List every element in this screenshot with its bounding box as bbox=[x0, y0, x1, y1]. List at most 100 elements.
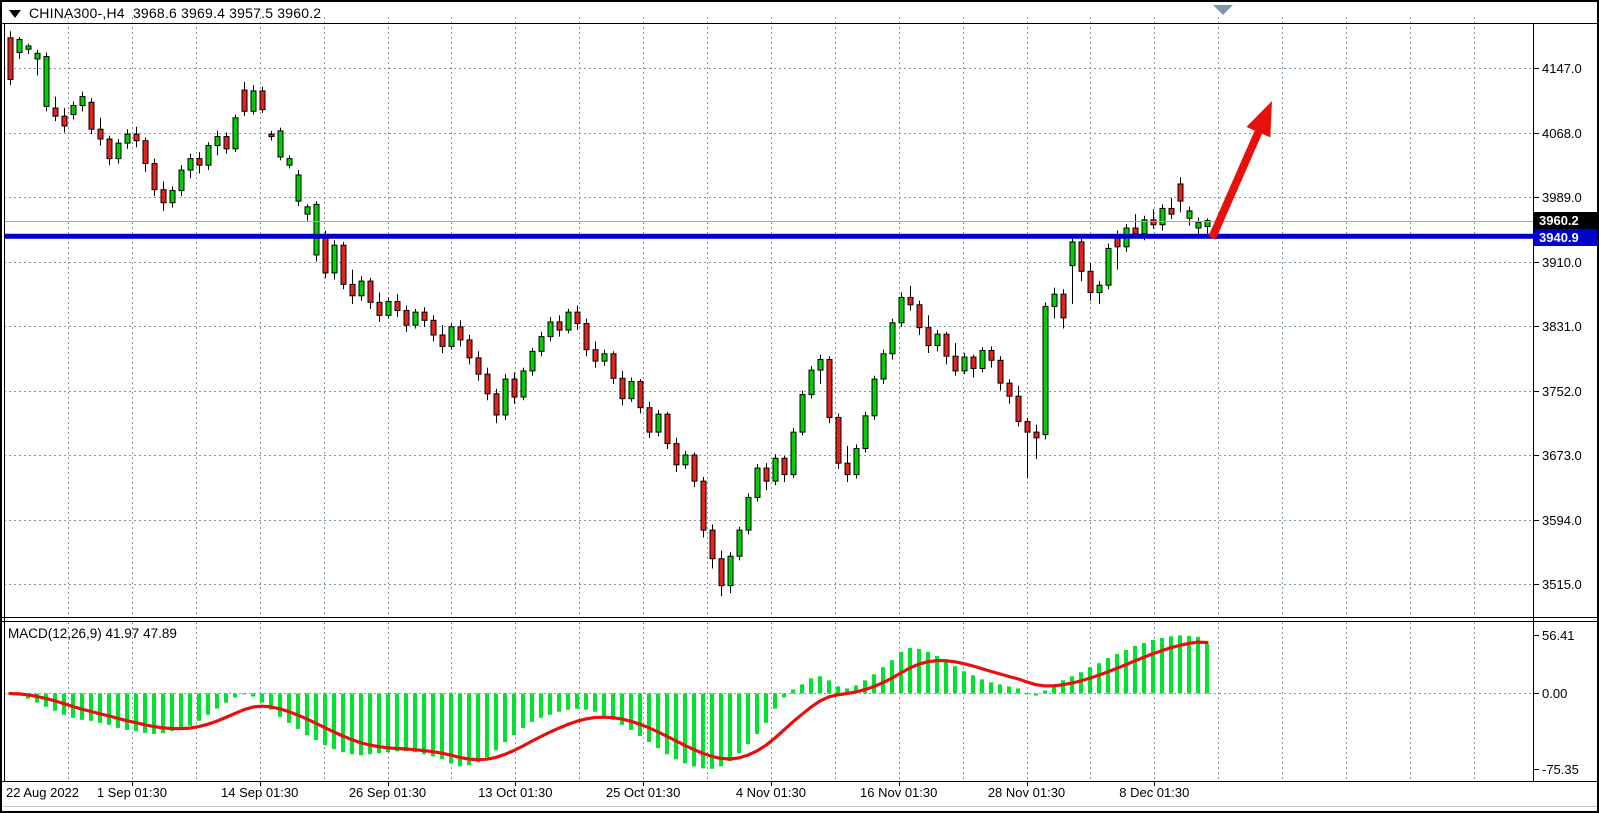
candle-bull bbox=[1105, 247, 1112, 286]
candle-bear bbox=[1006, 382, 1013, 397]
candle-bull bbox=[358, 280, 365, 297]
candle-bull bbox=[628, 381, 635, 400]
candle-bull bbox=[412, 311, 419, 326]
trend-arrow-shaft[interactable] bbox=[1208, 125, 1265, 240]
candle-bear bbox=[1087, 270, 1094, 294]
chart-shift-marker[interactable] bbox=[1213, 5, 1233, 15]
macd-bar bbox=[719, 693, 723, 767]
macd-bar bbox=[917, 648, 921, 694]
macd-bar bbox=[116, 693, 120, 728]
candle-bear bbox=[142, 140, 149, 165]
candle-bull bbox=[70, 105, 77, 116]
candle-bull bbox=[43, 56, 50, 107]
candle-bear bbox=[1078, 241, 1085, 272]
macd-bar bbox=[107, 693, 111, 725]
macd-bar bbox=[467, 693, 471, 766]
time-axis-label: 14 Sep 01:30 bbox=[221, 785, 298, 800]
candle-bear bbox=[691, 454, 698, 482]
candle-bull bbox=[538, 336, 545, 352]
price-axis-label: 4147.0 bbox=[1542, 61, 1582, 76]
macd-bar bbox=[962, 671, 966, 694]
macd-bar bbox=[1187, 635, 1191, 694]
macd-bar bbox=[557, 693, 561, 712]
macd-bar bbox=[881, 667, 885, 694]
time-axis-label: 26 Sep 01:30 bbox=[349, 785, 426, 800]
macd-indicator-label: MACD(12,26,9) 41.97 47.89 bbox=[8, 626, 177, 641]
macd-bar bbox=[1007, 686, 1011, 694]
macd-bar bbox=[1169, 636, 1173, 694]
macd-axis-label: 56.41 bbox=[1542, 628, 1575, 643]
macd-bar bbox=[872, 674, 876, 694]
candle-bear bbox=[637, 381, 644, 409]
candle-bear bbox=[592, 349, 599, 362]
chart-plot-area[interactable] bbox=[4, 17, 1533, 616]
macd-bar bbox=[386, 693, 390, 753]
macd-bar bbox=[647, 693, 651, 743]
macd-bar bbox=[863, 680, 867, 694]
candle-bull bbox=[16, 38, 23, 53]
support-level-line[interactable] bbox=[4, 233, 1533, 239]
macd-bar bbox=[125, 693, 129, 730]
candle-bear bbox=[97, 128, 104, 140]
macd-bar bbox=[413, 693, 417, 753]
time-axis[interactable] bbox=[0, 781, 1599, 805]
symbol-dropdown-icon[interactable] bbox=[9, 10, 21, 18]
current-price-tag: 3960.2 bbox=[1534, 212, 1598, 229]
candle-bull bbox=[295, 174, 302, 202]
macd-bar bbox=[422, 693, 426, 755]
macd-bar bbox=[764, 693, 768, 723]
macd-bar bbox=[485, 693, 489, 758]
macd-bar bbox=[494, 693, 498, 751]
macd-bar bbox=[35, 693, 39, 703]
candle-bear bbox=[907, 296, 914, 306]
candle-bear bbox=[367, 280, 374, 303]
macd-bar bbox=[908, 647, 912, 694]
candle-bear bbox=[826, 358, 833, 418]
candle-bear bbox=[394, 301, 401, 311]
macd-bar bbox=[458, 693, 462, 767]
macd-bar bbox=[1070, 676, 1074, 694]
time-axis-label: 13 Oct 01:30 bbox=[478, 785, 552, 800]
macd-bar bbox=[548, 693, 552, 715]
macd-bar bbox=[215, 693, 219, 709]
candle-bull bbox=[385, 301, 392, 316]
level-price-tag: 3940.9 bbox=[1534, 229, 1598, 246]
macd-bar bbox=[629, 693, 633, 730]
candle-bear bbox=[1150, 219, 1157, 226]
candle-bear bbox=[1033, 431, 1040, 439]
macd-bar bbox=[602, 693, 606, 716]
macd-bar bbox=[287, 693, 291, 723]
candle-bull bbox=[790, 431, 797, 476]
time-axis-label: 28 Nov 01:30 bbox=[988, 785, 1065, 800]
candle-bear bbox=[223, 136, 230, 150]
macd-bar bbox=[1160, 637, 1164, 694]
price-axis-label: 3910.0 bbox=[1542, 255, 1582, 270]
candle-bear bbox=[61, 115, 68, 127]
macd-bar bbox=[818, 676, 822, 694]
macd-axis-label: 0.00 bbox=[1542, 686, 1567, 701]
macd-bar bbox=[1016, 688, 1020, 694]
candle-bear bbox=[268, 133, 275, 138]
candle-bull bbox=[529, 350, 536, 372]
candle-bull bbox=[25, 45, 32, 50]
candle-bear bbox=[439, 334, 446, 347]
candle-bull bbox=[898, 296, 905, 324]
candle-bull bbox=[1141, 219, 1148, 235]
macd-plot-area[interactable] bbox=[4, 622, 1533, 781]
macd-bar bbox=[377, 693, 381, 754]
macd-bar bbox=[566, 693, 570, 710]
macd-layer bbox=[8, 635, 1209, 769]
macd-bar bbox=[476, 693, 480, 763]
macd-bar bbox=[296, 693, 300, 729]
candle-bull bbox=[187, 158, 194, 171]
macd-bar bbox=[233, 693, 237, 698]
macd-bar bbox=[755, 693, 759, 734]
candle-bear bbox=[349, 283, 356, 297]
macd-bar bbox=[665, 693, 669, 755]
candle-bear bbox=[664, 413, 671, 445]
macd-bar bbox=[1025, 693, 1029, 695]
price-axis[interactable] bbox=[1533, 17, 1599, 781]
trend-arrow-head[interactable] bbox=[1246, 101, 1272, 138]
macd-bar bbox=[1034, 693, 1038, 696]
